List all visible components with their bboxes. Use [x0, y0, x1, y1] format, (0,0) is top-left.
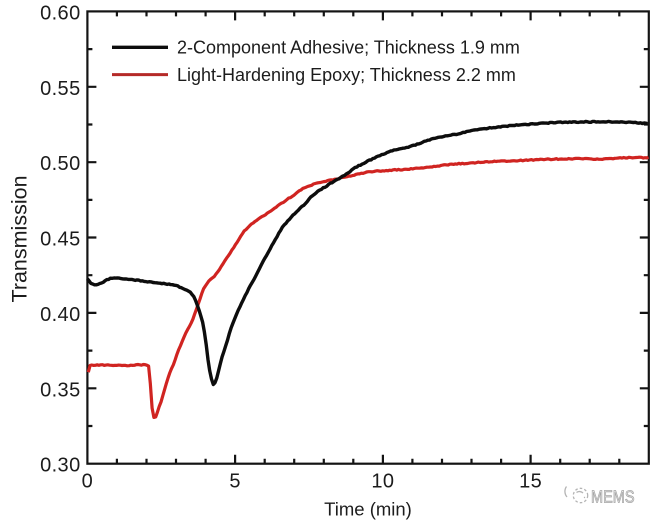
svg-text:10: 10 [371, 471, 394, 493]
svg-text:0.60: 0.60 [40, 2, 81, 24]
svg-text:5: 5 [229, 471, 241, 493]
svg-text:15: 15 [519, 471, 542, 493]
svg-text:2-Component Adhesive; Thicknes: 2-Component Adhesive; Thickness 1.9 mm [177, 38, 520, 58]
svg-text:Transmission: Transmission [8, 175, 32, 302]
svg-text:MEMS: MEMS [591, 486, 635, 506]
svg-text:Time (min): Time (min) [324, 499, 412, 520]
svg-text:0.30: 0.30 [40, 455, 81, 477]
svg-text:0: 0 [82, 471, 94, 493]
svg-text:0.50: 0.50 [40, 153, 81, 175]
svg-text:0.55: 0.55 [40, 78, 81, 100]
svg-text:0.40: 0.40 [40, 304, 81, 326]
svg-text:Light-Hardening Epoxy; Thickne: Light-Hardening Epoxy; Thickness 2.2 mm [177, 65, 516, 85]
svg-text:0.45: 0.45 [40, 229, 81, 251]
svg-text:0.35: 0.35 [40, 379, 81, 401]
